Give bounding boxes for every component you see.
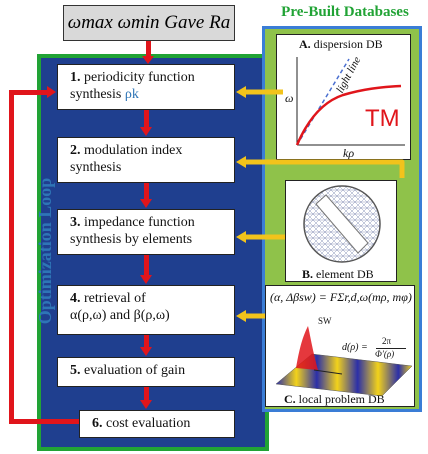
element-db-text: element DB: [316, 267, 374, 281]
fraction-numerator: 2π: [382, 336, 392, 346]
step-1-line2: synthesis: [70, 87, 125, 102]
sw-beam: [296, 326, 318, 370]
step-2-line1: modulation index: [84, 143, 183, 158]
arrow-head: [140, 275, 152, 284]
step-4-line1: retrieval of: [84, 291, 146, 306]
step-6-label: cost evaluation: [106, 416, 191, 431]
d-rho-label: d(ρ) =: [342, 342, 368, 353]
arrow-step1-to-step2: [144, 110, 149, 129]
step-1-number: 1.: [70, 70, 81, 85]
databases-title: Pre-Built Databases: [281, 4, 409, 20]
local-problem-db-letter: C.: [284, 392, 296, 406]
arrow-head: [236, 156, 246, 168]
step-1-box: 1. periodicity function synthesis ρk: [57, 64, 235, 110]
fraction-bar: [376, 348, 406, 349]
element-mesh-graphic: [303, 185, 381, 263]
dispersion-db-letter: A.: [299, 37, 311, 51]
step-4-line2: α(ρ,ω) and β(ρ,ω): [70, 308, 170, 323]
k-axis-label: kρ: [343, 146, 355, 160]
sw-label: SW: [318, 316, 332, 326]
step-5-label: evaluation of gain: [84, 363, 186, 378]
arrow-head: [140, 347, 152, 356]
step-3-line1: impedance function: [84, 215, 195, 230]
element-db-letter: B.: [302, 267, 314, 281]
arrow-step2-to-step3: [144, 183, 149, 201]
connector-to-step2: [246, 159, 405, 178]
local-problem-db-card: (α, Δβsw) = FΣr,d,ω(mρ, mφ) SW d(ρ) = 2π…: [265, 285, 415, 407]
arrow-head: [47, 86, 56, 98]
arrow-head: [140, 199, 152, 208]
local-problem-db-label: C. local problem DB: [284, 392, 385, 407]
input-parameters-label: ωmax ωmin Gave Ra: [67, 12, 231, 33]
fraction-denominator: Φ′(ρ): [375, 349, 395, 359]
step-2-number: 2.: [70, 143, 81, 158]
omega-axis-label: ω: [285, 91, 294, 105]
arrow-head: [236, 231, 246, 243]
dispersion-db-text: dispersion DB: [313, 37, 383, 51]
arrow-step3-to-step4: [144, 255, 149, 277]
loop-arrow-bottom: [9, 419, 79, 424]
element-db-label: B. element DB: [302, 267, 374, 282]
loop-arrow-top: [9, 90, 49, 95]
step-6-box: 6. cost evaluation: [79, 410, 235, 438]
dispersion-db-label: A. dispersion DB: [299, 37, 383, 52]
dispersion-curve: [295, 84, 402, 146]
arrow-step5-to-step6: [144, 387, 149, 402]
element-db-card: B. element DB: [285, 180, 397, 282]
step-3-line2: synthesis by elements: [70, 232, 193, 247]
step-1-line1: periodicity function: [84, 70, 195, 85]
light-line: [296, 58, 350, 146]
arrow-head: [142, 56, 154, 64]
step-2-line2: synthesis: [70, 160, 122, 175]
element-slot: [315, 194, 369, 254]
step-5-box: 5. evaluation of gain: [57, 357, 235, 387]
dispersion-db-card: A. dispersion DB light line ω kρ TM: [276, 34, 411, 160]
local-problem-equation: (α, Δβsw) = FΣr,d,ω(mρ, mφ): [270, 290, 412, 304]
arrow-head: [236, 86, 246, 98]
step-4-number: 4.: [70, 291, 81, 306]
step-4-box: 4. retrieval of α(ρ,ω) and β(ρ,ω): [57, 285, 235, 335]
arrow-step4-to-step5: [144, 335, 149, 349]
step-1-symbol: ρk: [124, 87, 139, 102]
loop-arrow-left: [9, 90, 14, 424]
step-3-box: 3. impedance function synthesis by eleme…: [57, 209, 235, 255]
local-problem-db-text: local problem DB: [298, 392, 385, 406]
step-5-number: 5.: [70, 363, 81, 378]
rho-arrow: [313, 369, 343, 375]
dispersion-plot: [295, 57, 405, 146]
arrow-head: [236, 310, 246, 322]
step-2-box: 2. modulation index synthesis: [57, 137, 235, 183]
arrow-input-to-step1: [146, 41, 151, 59]
local-problem-graphic: [275, 326, 413, 397]
step-3-number: 3.: [70, 215, 81, 230]
step-6-number: 6.: [92, 416, 103, 431]
input-parameters-box: ωmax ωmin Gave Ra: [63, 5, 235, 41]
arrow-head: [140, 400, 152, 409]
arrow-head: [140, 127, 152, 136]
tm-mode-label: TM: [365, 105, 400, 132]
